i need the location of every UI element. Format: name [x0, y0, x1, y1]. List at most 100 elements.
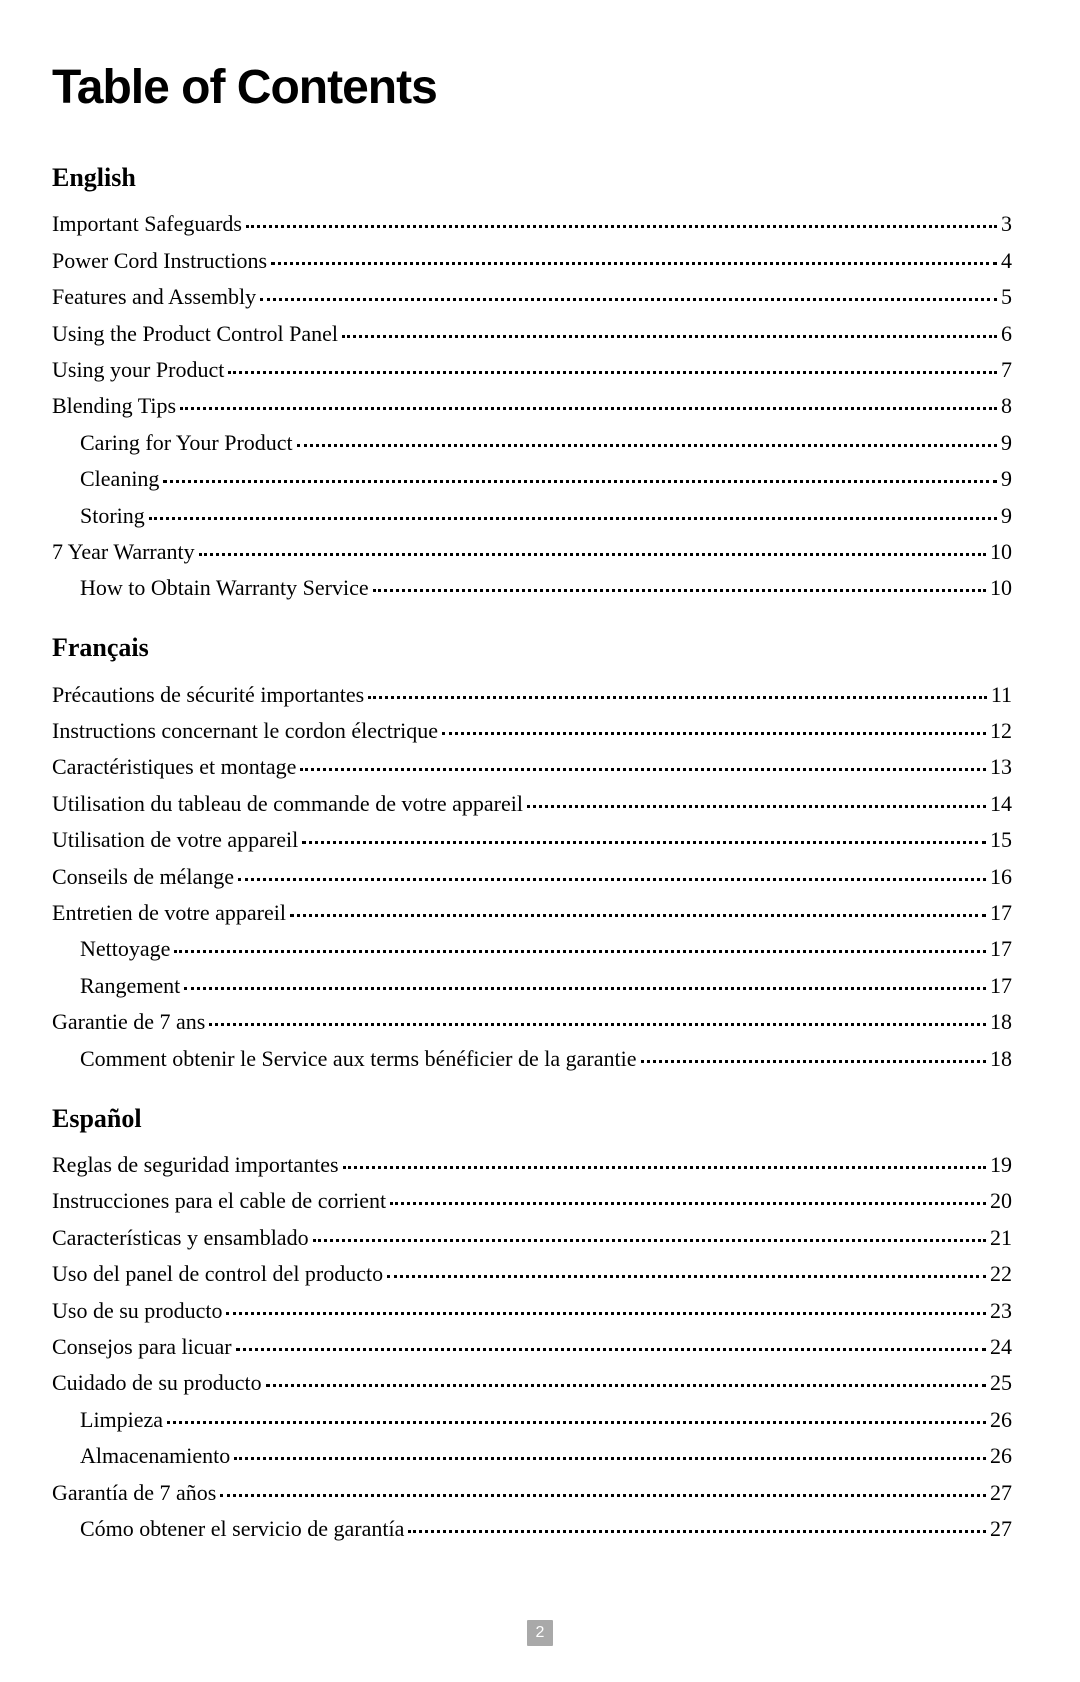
- toc-page: 11: [991, 684, 1012, 706]
- toc-entry: Blending Tips 8: [52, 395, 1012, 417]
- toc-page: 17: [990, 975, 1012, 997]
- dot-leader: [184, 971, 986, 989]
- toc-label: Comment obtenir le Service aux terms bén…: [80, 1048, 637, 1070]
- toc-entry: Using your Product 7: [52, 359, 1012, 381]
- toc-entry: Instructions concernant le cordon électr…: [52, 720, 1012, 742]
- toc-entry: Important Safeguards3: [52, 213, 1012, 235]
- dot-leader: [236, 1333, 986, 1351]
- dot-leader: [228, 356, 997, 374]
- toc-page: 12: [990, 720, 1012, 742]
- toc-label: Blending Tips: [52, 395, 176, 417]
- toc-label: Instructions concernant le cordon électr…: [52, 720, 438, 742]
- toc-label: Garantía de 7 años: [52, 1482, 216, 1504]
- toc-page: 4: [1001, 250, 1012, 272]
- toc-label: Cómo obtener el servicio de garantía: [80, 1518, 404, 1540]
- toc-label: Power Cord Instructions: [52, 250, 267, 272]
- toc-entry: Reglas de seguridad importantes 19: [52, 1154, 1012, 1176]
- toc-entry: Conseils de mélange16: [52, 865, 1012, 887]
- table-of-contents: English Important Safeguards3 Power Cord…: [52, 163, 1012, 1540]
- toc-page: 9: [1001, 468, 1012, 490]
- dot-leader: [238, 862, 986, 880]
- dot-leader: [174, 935, 986, 953]
- toc-page: 21: [990, 1227, 1012, 1249]
- toc-label: Using your Product: [52, 359, 224, 381]
- toc-page: 10: [990, 541, 1012, 563]
- toc-entry: Consejos para licuar 24: [52, 1336, 1012, 1358]
- toc-page: 26: [990, 1409, 1012, 1431]
- dot-leader: [246, 210, 997, 228]
- section-heading-francais: Français: [52, 633, 1012, 663]
- toc-entry: Almacenamiento26: [52, 1445, 1012, 1467]
- toc-label: Using the Product Control Panel: [52, 323, 338, 345]
- toc-page: 24: [990, 1336, 1012, 1358]
- toc-label: Reglas de seguridad importantes: [52, 1154, 339, 1176]
- dot-leader: [527, 789, 986, 807]
- dot-leader: [342, 319, 997, 337]
- section-heading-espanol: Español: [52, 1104, 1012, 1134]
- dot-leader: [266, 1369, 986, 1387]
- toc-page: 22: [990, 1263, 1012, 1285]
- dot-leader: [290, 899, 986, 917]
- toc-entry: Instrucciones para el cable de corrient …: [52, 1190, 1012, 1212]
- toc-entry: 7 Year Warranty 10: [52, 541, 1012, 563]
- toc-page: 20: [990, 1190, 1012, 1212]
- toc-label: Utilisation de votre appareil: [52, 829, 298, 851]
- toc-entry: Using the Product Control Panel 6: [52, 322, 1012, 344]
- toc-page: 23: [990, 1300, 1012, 1322]
- toc-entry: Comment obtenir le Service aux terms bén…: [52, 1047, 1012, 1069]
- toc-page: 18: [990, 1011, 1012, 1033]
- toc-entry: Uso de su producto 23: [52, 1299, 1012, 1321]
- document-page: Table of Contents English Important Safe…: [0, 0, 1080, 1682]
- toc-entry: Storing 9: [52, 504, 1012, 526]
- toc-entry: Features and Assembly 5: [52, 286, 1012, 308]
- toc-page: 14: [990, 793, 1012, 815]
- toc-label: Uso del panel de control del producto: [52, 1263, 383, 1285]
- toc-entry: Utilisation du tableau de commande de vo…: [52, 792, 1012, 814]
- toc-label: Caring for Your Product: [80, 432, 293, 454]
- toc-label: Almacenamiento: [80, 1445, 230, 1467]
- toc-page: 16: [990, 866, 1012, 888]
- page-title: Table of Contents: [52, 60, 1020, 115]
- toc-label: Instrucciones para el cable de corrient: [52, 1190, 386, 1212]
- toc-entry: Cuidado de su producto 25: [52, 1372, 1012, 1394]
- dot-leader: [167, 1405, 986, 1423]
- toc-page: 9: [1001, 432, 1012, 454]
- toc-entry: Uso del panel de control del producto 22: [52, 1263, 1012, 1285]
- dot-leader: [163, 465, 997, 483]
- toc-label: Uso de su producto: [52, 1300, 222, 1322]
- dot-leader: [343, 1151, 986, 1169]
- toc-entry: Garantie de 7 ans 18: [52, 1011, 1012, 1033]
- dot-leader: [313, 1223, 986, 1241]
- toc-page: 8: [1001, 395, 1012, 417]
- toc-label: Entretien de votre appareil: [52, 902, 286, 924]
- dot-leader: [220, 1478, 986, 1496]
- page-number: 2: [527, 1620, 553, 1646]
- dot-leader: [297, 428, 997, 446]
- toc-label: Features and Assembly: [52, 286, 256, 308]
- dot-leader: [260, 283, 997, 301]
- toc-page: 3: [1001, 213, 1012, 235]
- toc-page: 7: [1001, 359, 1012, 381]
- dot-leader: [302, 826, 986, 844]
- dot-leader: [300, 753, 986, 771]
- toc-label: Consejos para licuar: [52, 1336, 232, 1358]
- dot-leader: [408, 1515, 986, 1533]
- toc-label: Garantie de 7 ans: [52, 1011, 205, 1033]
- dot-leader: [209, 1008, 986, 1026]
- dot-leader: [373, 574, 986, 592]
- toc-entry: Caring for Your Product 9: [52, 431, 1012, 453]
- toc-page: 27: [990, 1518, 1012, 1540]
- toc-label: Nettoyage: [80, 938, 170, 960]
- toc-entry: Nettoyage 17: [52, 938, 1012, 960]
- dot-leader: [149, 501, 997, 519]
- toc-label: Utilisation du tableau de commande de vo…: [52, 793, 523, 815]
- dot-leader: [226, 1296, 986, 1314]
- toc-page: 17: [990, 938, 1012, 960]
- toc-label: Caractéristiques et montage: [52, 756, 296, 778]
- toc-entry: Limpieza 26: [52, 1408, 1012, 1430]
- toc-label: Cleaning: [80, 468, 159, 490]
- toc-page: 19: [990, 1154, 1012, 1176]
- dot-leader: [387, 1260, 986, 1278]
- toc-entry: Garantía de 7 años 27: [52, 1481, 1012, 1503]
- toc-label: 7 Year Warranty: [52, 541, 195, 563]
